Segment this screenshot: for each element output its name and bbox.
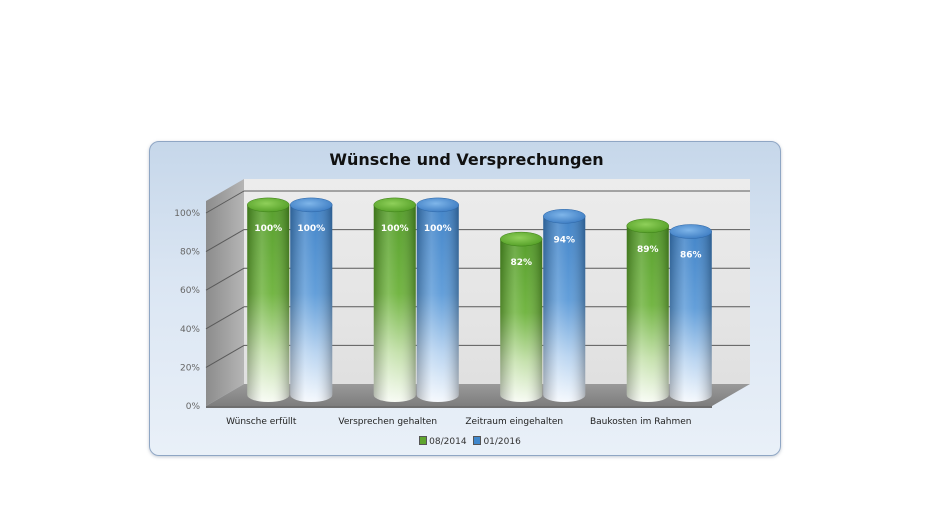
bar-2-3: 94% — [543, 209, 586, 402]
legend-item-series-1: 08/2014 — [419, 436, 467, 447]
legend-label: 08/2014 — [429, 437, 467, 447]
x-category-label: Baukosten im Rahmen — [590, 417, 692, 427]
bar-shade — [373, 204, 416, 402]
x-category-label: Zeitraum eingehalten — [465, 417, 563, 427]
bar-top — [290, 197, 333, 213]
gridline-side — [205, 190, 245, 214]
bar-1-3: 82% — [500, 231, 543, 402]
legend: 08/2014 01/2016 — [0, 436, 940, 447]
floor-edge — [206, 406, 712, 408]
bar-top — [500, 231, 543, 247]
y-tick-label: 20% — [180, 363, 200, 373]
gridline-side — [205, 229, 245, 253]
legend-swatch-green — [419, 436, 428, 445]
y-tick-label: 60% — [180, 286, 200, 296]
floor — [206, 384, 750, 406]
legend-label: 01/2016 — [483, 437, 521, 447]
data-label: 100% — [297, 224, 325, 234]
back-wall — [244, 179, 750, 384]
bar-top — [373, 197, 416, 213]
gridline-side — [205, 306, 245, 330]
bar-2-2: 100% — [416, 197, 459, 402]
y-tick-label: 0% — [186, 402, 201, 412]
bar-top — [669, 224, 712, 239]
x-category-label: Wünsche erfüllt — [226, 417, 297, 427]
bar-1-1: 100% — [247, 197, 290, 402]
data-label: 82% — [510, 258, 532, 268]
bar-shade — [543, 216, 586, 402]
chart-title: Wünsche und Versprechungen — [0, 150, 940, 169]
data-label: 89% — [637, 245, 659, 255]
bar-top — [247, 197, 290, 213]
data-label: 100% — [424, 224, 452, 234]
bar-1-2: 100% — [373, 197, 416, 402]
legend-item-series-2: 01/2016 — [473, 436, 521, 447]
bar-shade — [669, 231, 712, 402]
y-tick-label: 100% — [174, 209, 200, 219]
bar-2-1: 100% — [290, 197, 333, 402]
bar-top — [416, 197, 459, 213]
data-label: 86% — [680, 251, 702, 261]
side-wall — [206, 179, 244, 406]
bar-shade — [290, 204, 333, 402]
gridline-side — [205, 344, 245, 368]
bar-shade — [500, 239, 543, 402]
gridline-side — [205, 267, 245, 291]
data-label: 94% — [553, 235, 575, 245]
data-label: 100% — [381, 224, 409, 234]
bar-1-4: 89% — [626, 218, 669, 402]
bar-shade — [626, 225, 669, 402]
x-category-label: Versprechen gehalten — [338, 417, 437, 427]
data-label: 100% — [254, 224, 282, 234]
y-tick-label: 40% — [180, 325, 200, 335]
bar-shade — [247, 204, 290, 402]
bar-top — [543, 209, 586, 224]
bar-top — [626, 218, 669, 234]
y-tick-label: 80% — [180, 248, 200, 258]
bar-shade — [416, 204, 459, 402]
chart-title-text: Wünsche und Versprechungen — [329, 150, 604, 169]
bar-2-4: 86% — [669, 224, 712, 402]
legend-swatch-blue — [473, 436, 482, 445]
